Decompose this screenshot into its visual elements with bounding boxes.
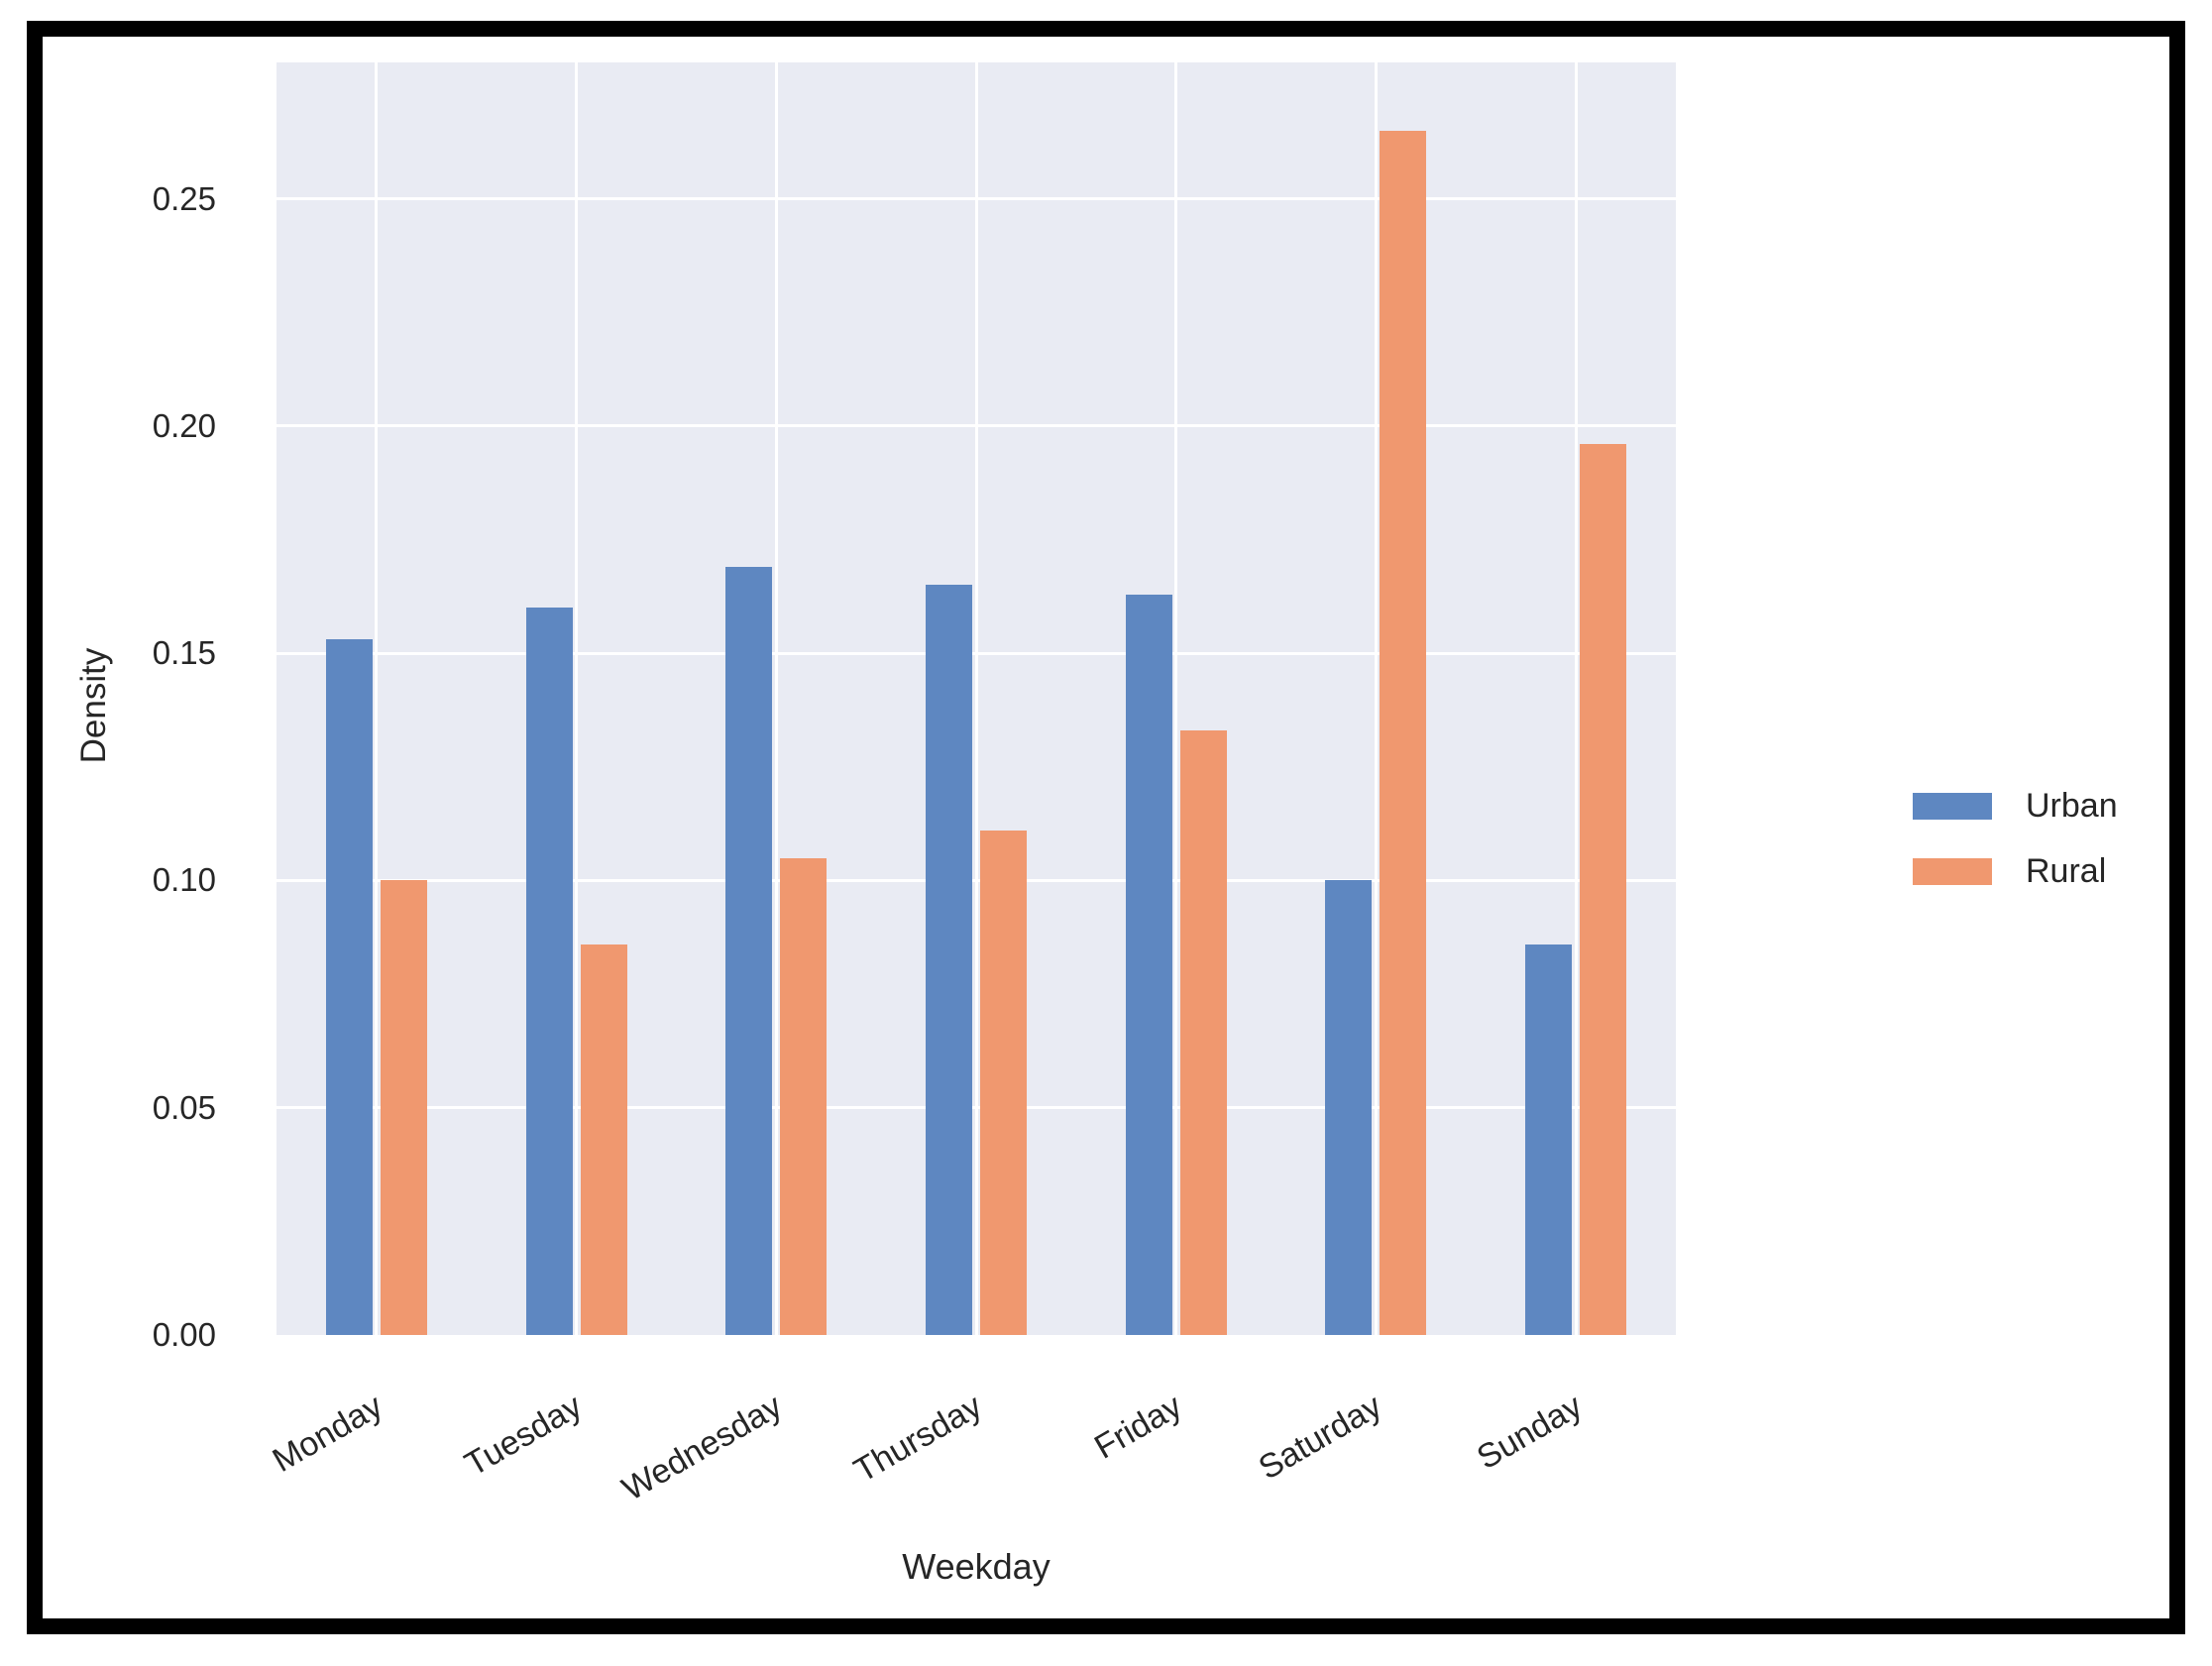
legend: Urban Rural	[1913, 773, 2118, 904]
gridline-horizontal	[276, 651, 1676, 655]
legend-item-rural: Rural	[1913, 838, 2118, 904]
gridline-vertical	[375, 62, 379, 1335]
legend-swatch-rural	[1913, 857, 1992, 885]
gridline-vertical	[1574, 62, 1578, 1335]
bar-rural-sunday	[1580, 444, 1627, 1335]
gridline-vertical	[774, 62, 778, 1335]
gridline-vertical	[1374, 62, 1378, 1335]
gridline-horizontal	[276, 197, 1676, 201]
gridline-horizontal	[276, 1106, 1676, 1110]
bar-rural-monday	[380, 880, 427, 1335]
y-tick-label: 0.25	[152, 179, 216, 217]
x-axis-label: Weekday	[902, 1546, 1051, 1587]
gridline-horizontal	[276, 424, 1676, 428]
y-tick-label: 0.05	[152, 1088, 216, 1126]
bar-urban-saturday	[1325, 880, 1373, 1335]
legend-item-urban: Urban	[1913, 773, 2118, 838]
bar-rural-tuesday	[580, 944, 627, 1335]
bar-rural-thursday	[980, 830, 1027, 1335]
bar-rural-wednesday	[780, 857, 828, 1335]
y-tick-label: 0.00	[152, 1316, 216, 1353]
gridline-vertical	[575, 62, 579, 1335]
bar-urban-thursday	[926, 585, 972, 1335]
gridline-horizontal	[276, 878, 1676, 882]
legend-label: Rural	[2026, 851, 2107, 890]
gridline-vertical	[974, 62, 978, 1335]
y-tick-label: 0.15	[152, 634, 216, 672]
bar-urban-sunday	[1525, 944, 1573, 1335]
y-axis-label-text: Density	[74, 647, 113, 764]
legend-label: Urban	[2026, 786, 2118, 825]
y-tick-label: 0.10	[152, 861, 216, 899]
bar-urban-monday	[325, 639, 373, 1335]
bar-rural-friday	[1179, 730, 1227, 1335]
plot-area	[276, 62, 1676, 1335]
legend-swatch-urban	[1913, 792, 1992, 820]
y-tick-label: 0.20	[152, 406, 216, 444]
gridline-vertical	[1174, 62, 1178, 1335]
bar-urban-friday	[1125, 594, 1172, 1335]
bar-rural-saturday	[1380, 130, 1427, 1335]
bar-urban-wednesday	[725, 567, 773, 1335]
bar-urban-tuesday	[525, 608, 573, 1335]
